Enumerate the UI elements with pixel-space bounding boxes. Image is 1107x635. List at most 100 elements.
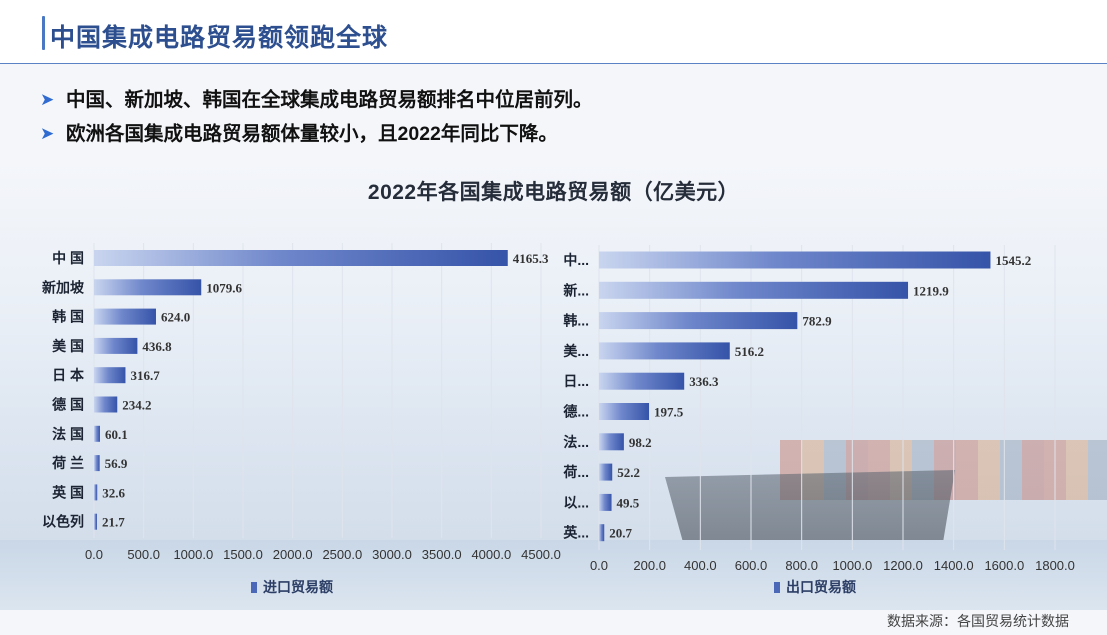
header-divider: [0, 63, 1107, 64]
x-tick-label: 400.0: [684, 558, 717, 573]
header-bar: [0, 0, 1107, 64]
category-label: 中...: [563, 252, 589, 268]
data-label: 4165.3: [513, 251, 549, 266]
category-label: 以...: [563, 494, 589, 510]
legend-swatch: [774, 582, 780, 593]
bullet-text: 中国、新加坡、韩国在全球集成电路贸易额排名中位居前列。: [66, 89, 593, 111]
data-label: 20.7: [609, 526, 632, 541]
bar: [599, 342, 730, 360]
data-label: 21.7: [102, 515, 125, 530]
x-tick-label: 1000.0: [832, 558, 872, 573]
x-tick-label: 0.0: [85, 547, 103, 562]
data-label: 49.5: [617, 495, 640, 510]
arrow-bullet-icon: ➤: [40, 90, 55, 109]
bullet-list: ➤ 中国、新加坡、韩国在全球集成电路贸易额排名中位居前列。 ➤ 欧洲各国集成电路…: [40, 86, 593, 154]
x-tick-label: 3000.0: [372, 547, 412, 562]
bar: [94, 367, 126, 384]
category-label: 英 国: [51, 484, 84, 500]
bar: [599, 372, 685, 390]
data-label: 234.2: [122, 398, 151, 413]
category-label: 美 国: [52, 338, 84, 354]
export-bar-chart: 0.0 200.0 400.0 600.0 800.0 1000.0 1200.0 1400.…: [562, 245, 1075, 573]
data-label: 516.2: [735, 344, 764, 359]
bullet-item: ➤ 欧洲各国集成电路贸易额体量较小，且2022年同比下降。: [40, 120, 593, 154]
bar: [599, 281, 909, 299]
water-image: [0, 540, 1107, 610]
bar: [94, 279, 202, 296]
x-tick-label: 2000.0: [273, 547, 313, 562]
data-label: 32.6: [102, 485, 125, 500]
category-label: 荷...: [562, 464, 589, 480]
bar: [599, 403, 650, 420]
x-tick-label: 1400.0: [934, 558, 974, 573]
data-label: 436.8: [142, 339, 172, 354]
x-tick-label: 0.0: [590, 558, 608, 573]
data-label: 316.7: [130, 368, 160, 383]
x-tick-label: 1500.0: [223, 547, 263, 562]
title-accent-mark: [42, 16, 45, 50]
data-label: 60.1: [105, 427, 128, 442]
import-bar-chart: 0.0 500.0 1000.0 1500.0 2000.0 2500.0 3000.0 35…: [42, 243, 561, 562]
bar: [599, 312, 798, 330]
legend-label: 出口贸易额: [786, 579, 856, 595]
bullet-text: 欧洲各国集成电路贸易额体量较小，且2022年同比下降。: [66, 123, 558, 145]
data-label: 624.0: [161, 310, 190, 325]
x-tick-label: 4500.0: [521, 547, 561, 562]
category-label: 日 本: [52, 367, 85, 383]
bar: [599, 251, 991, 269]
legend-label: 进口贸易额: [263, 579, 333, 595]
category-label: 英...: [562, 525, 589, 541]
category-label: 荷 兰: [51, 455, 84, 471]
category-label: 中 国: [52, 250, 84, 266]
x-tick-label: 1000.0: [173, 547, 213, 562]
x-tick-label: 500.0: [127, 547, 160, 562]
data-label: 782.9: [802, 314, 832, 329]
category-label: 新...: [563, 282, 589, 298]
bar: [94, 484, 98, 501]
x-tick-label: 200.0: [633, 558, 666, 573]
category-label: 新加坡: [42, 279, 85, 295]
page-title: 中国集成电路贸易额领跑全球: [50, 24, 389, 52]
category-label: 以色列: [42, 514, 84, 530]
x-tick-label: 2500.0: [322, 547, 362, 562]
x-tick-label: 800.0: [785, 558, 818, 573]
x-tick-label: 600.0: [735, 558, 768, 573]
category-label: 韩...: [563, 313, 589, 329]
data-label: 1545.2: [995, 253, 1031, 268]
bar: [94, 425, 100, 442]
bar: [94, 250, 508, 266]
data-label: 56.9: [105, 456, 128, 471]
chart-title: 2022年各国集成电路贸易额（亿美元）: [367, 181, 740, 204]
category-label: 法...: [563, 434, 589, 450]
cargo-ship-image: [665, 470, 955, 540]
bar: [599, 524, 605, 542]
bar: [94, 337, 138, 354]
x-tick-label: 1800.0: [1035, 558, 1075, 573]
bar: [599, 433, 624, 451]
data-label: 336.3: [689, 374, 719, 389]
x-tick-label: 1600.0: [984, 558, 1024, 573]
category-label: 日...: [563, 373, 589, 389]
bar: [94, 513, 97, 530]
bar: [94, 308, 156, 325]
data-label: 1079.6: [206, 280, 242, 295]
arrow-bullet-icon: ➤: [40, 124, 55, 143]
export-legend: 出口贸易额: [774, 577, 856, 597]
data-label: 98.2: [629, 435, 652, 450]
data-label: 197.5: [654, 405, 684, 420]
data-label: 52.2: [617, 465, 640, 480]
category-label: 美...: [563, 343, 589, 359]
bar: [599, 493, 612, 511]
x-tick-label: 1200.0: [883, 558, 923, 573]
category-label: 德...: [563, 404, 589, 420]
data-source: 数据来源：各国贸易统计数据: [887, 613, 1069, 629]
x-tick-label: 3500.0: [422, 547, 462, 562]
category-label: 韩 国: [52, 309, 84, 325]
category-label: 德 国: [52, 397, 84, 413]
bullet-item: ➤ 中国、新加坡、韩国在全球集成电路贸易额排名中位居前列。: [40, 86, 593, 120]
data-label: 1219.9: [913, 283, 949, 298]
bar: [94, 396, 118, 413]
x-tick-label: 4000.0: [471, 547, 511, 562]
legend-swatch: [251, 582, 257, 593]
bar: [94, 455, 100, 472]
